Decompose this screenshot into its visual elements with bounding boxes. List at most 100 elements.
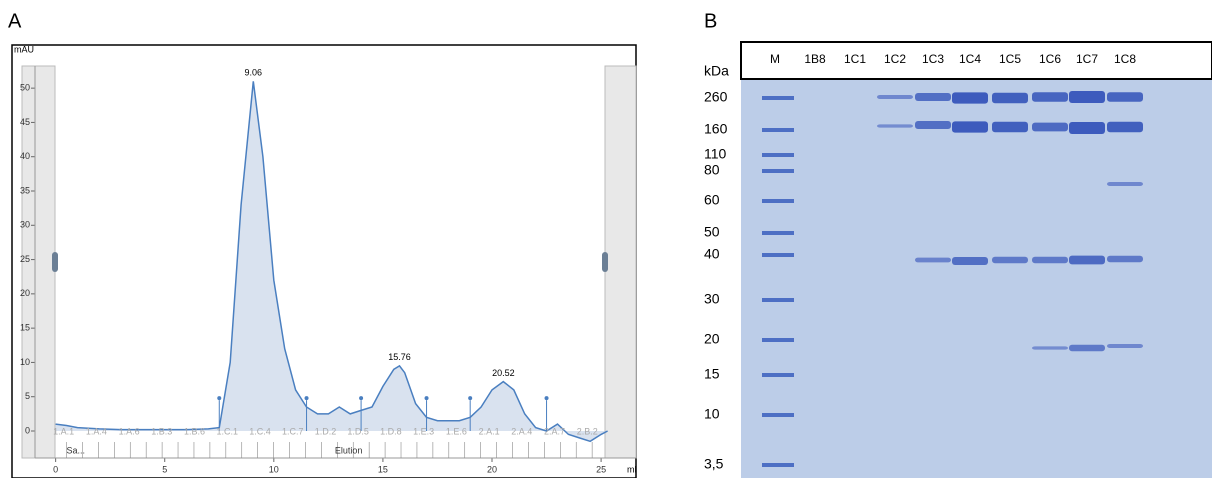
x-tick-label: 25 (596, 464, 606, 474)
marker-label: 40 (704, 246, 720, 262)
ladder-band (762, 169, 794, 173)
marker-label: 160 (704, 121, 728, 137)
gel-band (1107, 122, 1143, 132)
y-tick-label: 0 (25, 425, 30, 435)
y-axis-label: mAU (14, 44, 34, 54)
gel-band (915, 93, 951, 101)
x-axis-label: ml (627, 464, 637, 474)
y-tick-label: 30 (20, 220, 30, 230)
side-panel (605, 66, 636, 458)
peak-label: 20.52 (492, 368, 515, 378)
figure: A B mAU ml kDa 0510152025303540455005101… (0, 0, 1212, 478)
ladder-band (762, 96, 794, 100)
peak-label: 9.06 (245, 68, 263, 78)
lane-label: M (770, 52, 780, 66)
fraction-label: 1.D.2 (315, 426, 337, 436)
fraction-label: 1.E.3 (413, 426, 434, 436)
y-tick-label: 15 (20, 323, 30, 333)
peak-label: 15.76 (388, 352, 411, 362)
marker-label: 15 (704, 366, 720, 382)
fraction-label: 2.A.7 (544, 426, 565, 436)
gel-band (1069, 256, 1105, 265)
ladder-band (762, 298, 794, 302)
marker-label: 260 (704, 89, 728, 105)
handle[interactable] (602, 252, 608, 272)
gel-band (915, 121, 951, 129)
y-tick-label: 10 (20, 357, 30, 367)
gel-band (952, 121, 988, 132)
panel-label: B (704, 10, 717, 32)
gel-band (1107, 182, 1143, 186)
fraction-label: 2.A.1 (479, 426, 500, 436)
gel-band (1107, 256, 1143, 262)
gel-band (1032, 92, 1068, 102)
marker-label: 20 (704, 331, 720, 347)
y-tick-label: 40 (20, 151, 30, 161)
gel-band (877, 95, 913, 99)
x-tick-label: 15 (378, 464, 388, 474)
fraction-label: 1.D.8 (380, 426, 402, 436)
ladder-band (762, 338, 794, 342)
marker-label: 80 (704, 162, 720, 178)
ladder-band (762, 153, 794, 157)
boundary-dot (359, 396, 363, 400)
gel-band (915, 258, 951, 263)
lane-label: 1C7 (1076, 52, 1098, 66)
y-tick-label: 5 (25, 391, 30, 401)
handle[interactable] (52, 252, 58, 272)
fraction-label: 1.B.6 (184, 426, 205, 436)
fraction-label: 1.A.6 (119, 426, 140, 436)
x-tick-label: 10 (269, 464, 279, 474)
gel-band (1069, 91, 1105, 103)
y-tick-label: 35 (20, 185, 30, 195)
gel-band (992, 257, 1028, 263)
boundary-dot (305, 396, 309, 400)
fraction-label: 2.A.4 (511, 426, 532, 436)
marker-label: 10 (704, 406, 720, 422)
ladder-band (762, 253, 794, 257)
fraction-label: 1.C.1 (217, 426, 239, 436)
lane-label: 1C3 (922, 52, 944, 66)
y-tick-label: 50 (20, 83, 30, 93)
ladder-band (762, 373, 794, 377)
boundary-dot (468, 396, 472, 400)
y-tick-label: 25 (20, 254, 30, 264)
gel-band (1107, 92, 1143, 102)
boundary-dot (217, 396, 221, 400)
ladder-band (762, 413, 794, 417)
ladder-band (762, 199, 794, 203)
gel-band (1069, 345, 1105, 351)
unit-label: kDa (704, 63, 729, 79)
ladder-band (762, 231, 794, 235)
boundary-dot (545, 396, 549, 400)
boundary-dot (425, 396, 429, 400)
panel-label: A (8, 10, 22, 32)
lane-label: 1C6 (1039, 52, 1061, 66)
phase-label: Sa... (67, 445, 86, 455)
gel-band (1032, 346, 1068, 349)
gel-band (1032, 123, 1068, 132)
gel-band (952, 257, 988, 265)
gel-band (992, 93, 1028, 103)
fraction-label: 1.A.1 (53, 426, 74, 436)
marker-label: 30 (704, 291, 720, 307)
gel-band (877, 124, 913, 127)
lane-label: 1C4 (959, 52, 981, 66)
fraction-label: 1.C.7 (282, 426, 304, 436)
fraction-label: 1.B.3 (151, 426, 172, 436)
marker-label: 50 (704, 224, 720, 240)
gel-band (1032, 257, 1068, 263)
lane-label: 1B8 (804, 52, 826, 66)
lane-label: 1C1 (844, 52, 866, 66)
y-tick-label: 45 (20, 117, 30, 127)
lane-label: 1C5 (999, 52, 1021, 66)
gel-band (1069, 122, 1105, 134)
gel-band (1107, 344, 1143, 348)
fraction-label: 1.E.6 (446, 426, 467, 436)
gel-band (992, 122, 1028, 132)
phase-label: Elution (335, 445, 363, 455)
x-tick-label: 0 (53, 464, 58, 474)
fraction-label: 1.C.4 (249, 426, 271, 436)
y-tick-label: 20 (20, 288, 30, 298)
fraction-label: 1.A.4 (86, 426, 107, 436)
